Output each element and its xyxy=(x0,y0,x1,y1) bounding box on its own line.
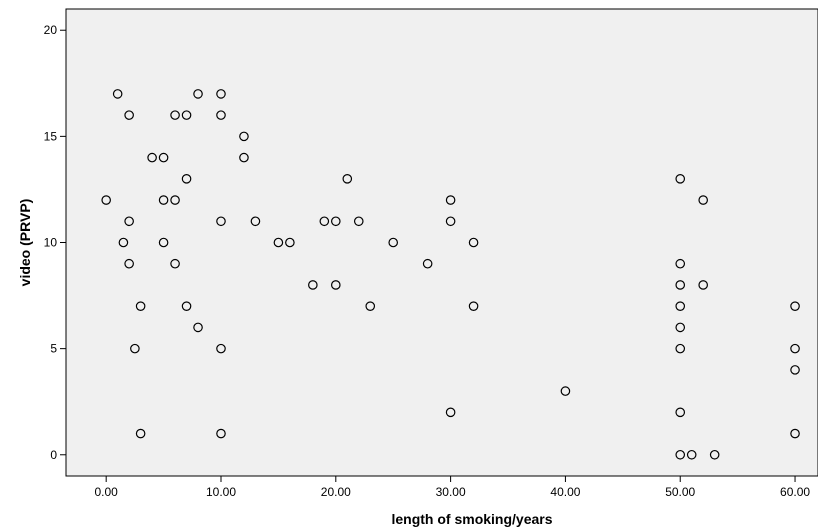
data-point xyxy=(709,449,720,460)
data-point xyxy=(170,258,180,269)
data-point xyxy=(686,449,697,460)
data-point xyxy=(675,258,686,269)
plot-area xyxy=(65,8,818,477)
data-point xyxy=(675,449,686,460)
data-point xyxy=(675,322,686,333)
data-point xyxy=(135,428,146,439)
data-point xyxy=(365,301,376,311)
data-point xyxy=(790,343,800,354)
data-point xyxy=(193,322,203,333)
data-point xyxy=(216,89,226,99)
data-point xyxy=(158,237,169,248)
data-point xyxy=(181,301,192,311)
x-tick-label: 20.00 xyxy=(321,485,351,499)
y-axis-ticks: 0 5 10 15 20 xyxy=(44,23,66,462)
data-point xyxy=(388,237,399,248)
data-point xyxy=(250,216,261,227)
y-tick-label: 0 xyxy=(50,448,57,462)
y-tick-label: 5 xyxy=(50,342,57,356)
data-point xyxy=(675,407,686,418)
x-tick-label: 60.00 xyxy=(780,485,810,499)
data-point xyxy=(468,237,479,248)
data-point xyxy=(331,216,341,227)
data-point xyxy=(675,301,686,311)
x-tick-label: 50.00 xyxy=(665,485,695,499)
data-point xyxy=(239,152,249,163)
data-point xyxy=(698,280,708,290)
data-point xyxy=(319,216,330,227)
x-tick-label: 40.00 xyxy=(550,485,580,499)
data-point xyxy=(118,237,129,248)
data-point xyxy=(216,216,226,227)
data-point xyxy=(790,365,800,375)
data-point xyxy=(158,195,169,205)
data-point xyxy=(239,131,249,142)
data-point xyxy=(216,110,226,120)
data-point xyxy=(124,258,134,269)
data-points xyxy=(101,89,800,460)
data-point xyxy=(790,301,800,311)
y-tick-label: 10 xyxy=(44,236,58,250)
x-axis-title: length of smoking/years xyxy=(391,511,552,527)
data-point xyxy=(445,195,456,205)
x-tick-label: 30.00 xyxy=(436,485,466,499)
data-point xyxy=(135,301,146,311)
data-point xyxy=(560,386,571,396)
data-point xyxy=(331,280,341,290)
data-point xyxy=(445,407,456,418)
data-point xyxy=(342,174,353,184)
data-point xyxy=(181,174,192,184)
y-tick-label: 15 xyxy=(44,129,58,143)
data-point xyxy=(675,280,686,290)
data-point xyxy=(422,258,433,269)
y-axis-title: video (PRVP) xyxy=(17,199,33,287)
x-tick-label: 10.00 xyxy=(206,485,236,499)
data-point xyxy=(124,110,134,120)
x-tick-label: 0.00 xyxy=(95,485,119,499)
data-point xyxy=(468,301,479,311)
data-point xyxy=(445,216,456,227)
data-point xyxy=(170,110,180,120)
data-point xyxy=(790,428,800,439)
data-point xyxy=(130,343,140,354)
data-point xyxy=(675,343,686,354)
y-tick-label: 20 xyxy=(44,23,58,37)
data-point xyxy=(158,152,169,163)
data-point xyxy=(181,110,192,120)
data-point xyxy=(308,280,318,290)
data-point xyxy=(273,237,284,248)
data-point xyxy=(193,89,203,99)
data-point xyxy=(675,174,686,184)
data-point xyxy=(170,195,180,205)
data-point xyxy=(285,237,295,248)
data-point xyxy=(101,195,111,205)
data-point xyxy=(698,195,708,205)
data-point xyxy=(112,89,123,99)
data-point xyxy=(147,152,157,163)
data-point xyxy=(124,216,134,227)
x-axis-ticks: 0.00 10.00 20.00 30.00 40.00 50.00 60.00 xyxy=(95,476,810,499)
data-point xyxy=(216,428,226,439)
data-point xyxy=(353,216,364,227)
data-point xyxy=(216,343,226,354)
